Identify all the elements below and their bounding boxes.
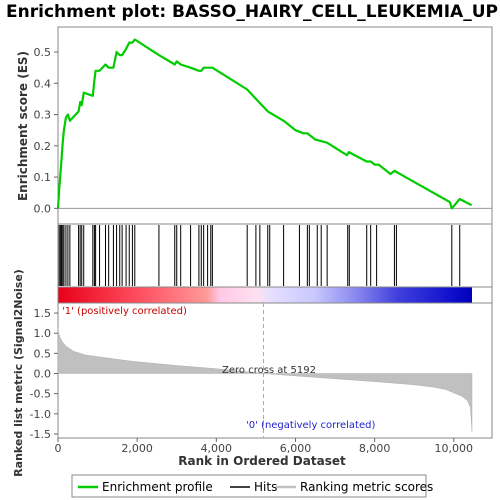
legend-ranking-metric-scores: Ranking metric scores [300, 480, 433, 494]
es-tick-label: 0.3 [34, 109, 52, 122]
legend-enrichment-profile: Enrichment profile [102, 480, 213, 494]
metric-y-ticks: 1.5 1.0 0.5 0.0 -0.5 -1.0 -1.5 [30, 307, 58, 441]
metric-tick-label: -1.0 [30, 408, 51, 421]
x-tick-label: 10,000 [435, 442, 474, 455]
metric-tick-label: 1.5 [34, 307, 52, 320]
hits-panel-frame [57, 223, 493, 288]
es-y-ticks: 0.0 0.1 0.2 0.3 0.4 0.5 [34, 46, 58, 215]
enrichment-profile-line [56, 38, 473, 210]
es-tick-label: 0.4 [34, 77, 52, 90]
x-tick-label: 8,000 [359, 442, 391, 455]
x-tick-label: 4,000 [201, 442, 233, 455]
es-tick-label: 0.2 [34, 140, 52, 153]
metric-axis-label: Ranked list metric (Signal2Noise) [12, 269, 25, 477]
legend-box [71, 474, 427, 498]
es-tick-label: 0.5 [34, 46, 52, 59]
x-tick-label: 0 [55, 442, 62, 455]
metric-tick-label: -0.5 [30, 388, 51, 401]
positive-correlation-label: '1' (positively correlated) [62, 306, 187, 317]
metric-tick-label: 0.0 [34, 368, 52, 381]
metric-tick-label: 0.5 [34, 347, 52, 360]
x-axis-ticks: 0 2,000 4,000 6,000 8,000 10,000 [55, 438, 474, 455]
negative-correlation-label: '0' (negatively correlated) [246, 420, 375, 431]
chart-title: Enrichment plot: BASSO_HAIRY_CELL_LEUKEM… [6, 2, 498, 22]
es-tick-label: 0.1 [34, 171, 52, 184]
ranked-color-band [58, 287, 472, 303]
metric-tick-label: -1.5 [30, 428, 51, 441]
metric-tick-label: 1.0 [34, 327, 52, 340]
x-axis-label: Rank in Ordered Dataset [178, 454, 346, 468]
legend-hits: Hits [254, 480, 277, 494]
zero-cross-label: Zero cross at 5192 [222, 365, 316, 376]
x-tick-label: 2,000 [121, 442, 153, 455]
hits-group [58, 225, 461, 286]
es-axis-label: Enrichment score (ES) [16, 51, 30, 201]
es-panel-frame [57, 26, 493, 225]
es-tick-label: 0.0 [34, 202, 52, 215]
x-tick-label: 6,000 [280, 442, 312, 455]
